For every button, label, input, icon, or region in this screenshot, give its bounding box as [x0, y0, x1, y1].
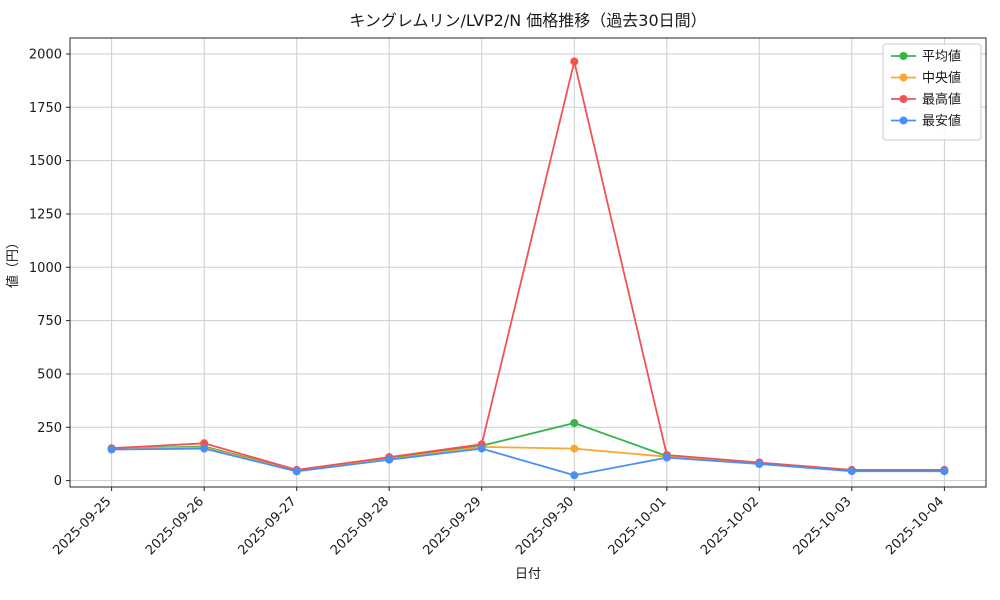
legend-marker-median — [899, 73, 908, 82]
chart-layers: 0 250 500 750 1000 1250 1500 1750 2000 2025-09-25… — [29, 37, 987, 559]
series-line-max — [111, 60, 945, 471]
plot-border — [69, 37, 987, 488]
series-median — [107, 442, 949, 475]
marker-average — [570, 419, 579, 427]
x-tick-label: 2025-10-04 — [883, 494, 947, 558]
marker-min — [570, 471, 579, 480]
series-line-min — [111, 447, 945, 477]
marker-min — [847, 467, 856, 476]
series-min — [107, 444, 949, 480]
marker-min — [755, 460, 764, 468]
x-axis-label: 日付 — [515, 567, 541, 582]
y-tick-label: 250 — [37, 421, 62, 436]
y-axis-label: 値（円） — [5, 236, 21, 288]
y-tick-label: 2000 — [29, 48, 62, 63]
grid — [70, 38, 986, 487]
x-tick-label: 2025-09-29 — [420, 494, 484, 558]
legend-label-min: 最安値 — [922, 113, 961, 129]
x-tick-label: 2025-09-28 — [328, 494, 392, 558]
y-tick-label: 1750 — [29, 101, 62, 116]
x-tick-label: 2025-10-01 — [606, 494, 670, 558]
y-tick-label: 0 — [54, 474, 62, 489]
series-max — [107, 57, 949, 474]
y-tick-label: 500 — [37, 368, 62, 383]
tick-marks — [66, 53, 945, 491]
marker-min — [940, 467, 949, 476]
marker-min — [200, 444, 209, 453]
marker-min — [662, 453, 671, 462]
marker-min — [107, 445, 116, 454]
y-tick-label: 750 — [37, 314, 62, 329]
x-tick-label: 2025-10-02 — [698, 494, 762, 558]
marker-min — [385, 455, 394, 464]
legend-label-median: 中央値 — [922, 70, 961, 86]
legend-label-average: 平均値 — [922, 49, 961, 65]
marker-max — [570, 57, 579, 66]
marker-median — [570, 444, 579, 453]
chart-title: キングレムリン/LVP2/N 価格推移（過去30日間） — [349, 11, 706, 30]
x-tick-label: 2025-10-03 — [791, 494, 855, 558]
legend-box — [882, 43, 982, 141]
marker-min — [292, 467, 301, 476]
y-tick-label: 1500 — [29, 154, 62, 169]
legend-marker-min — [899, 116, 908, 125]
x-tick-label: 2025-09-26 — [143, 494, 207, 558]
legend-label-max: 最高値 — [922, 92, 961, 108]
legend-marker-max — [899, 95, 908, 103]
tick-labels: 0 250 500 750 1000 1250 1500 1750 2000 2025-09-25… — [29, 48, 947, 559]
x-tick-label: 2025-09-25 — [50, 494, 114, 558]
series-line-average — [111, 422, 945, 472]
legend-marker-average — [899, 52, 908, 60]
x-tick-label: 2025-09-27 — [235, 494, 299, 558]
marker-min — [477, 444, 486, 453]
y-tick-label: 1000 — [29, 261, 62, 276]
x-tick-label: 2025-09-30 — [513, 494, 577, 558]
y-tick-label: 1250 — [29, 208, 62, 223]
